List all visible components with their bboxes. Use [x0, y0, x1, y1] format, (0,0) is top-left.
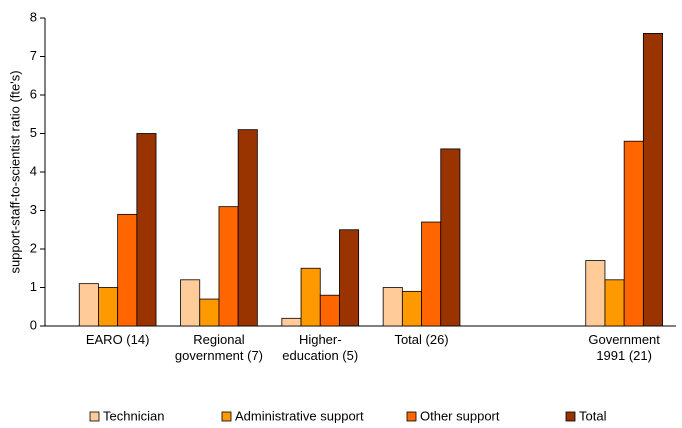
- x-tick-label-box: EARO (14): [85, 332, 150, 347]
- legend-swatch: [89, 411, 100, 422]
- x-tick-label: Total (26): [394, 332, 449, 347]
- y-tick-label: 2: [30, 240, 37, 255]
- y-tick-label: 7: [30, 48, 37, 63]
- bar: [319, 294, 340, 327]
- bar: [421, 221, 442, 327]
- x-tick-label: Higher-education (5): [282, 332, 359, 363]
- bar: [401, 290, 422, 327]
- bar: [237, 129, 258, 327]
- bar: [300, 267, 321, 327]
- y-tick-label: 6: [30, 86, 37, 101]
- bar: [604, 279, 625, 327]
- y-tick-label: 3: [30, 202, 37, 217]
- y-tick-label: 4: [30, 163, 37, 178]
- bar: [199, 298, 220, 327]
- y-tick-label: 0: [30, 317, 37, 332]
- legend-label: Administrative support: [235, 408, 364, 423]
- x-tick-label-box: Higher-education (5): [282, 332, 359, 363]
- bar: [98, 287, 119, 327]
- bar: [180, 279, 201, 327]
- x-tick-label-box: Regional government (7): [174, 332, 264, 363]
- bar: [78, 283, 99, 327]
- bar: [218, 206, 239, 327]
- bar: [642, 33, 663, 327]
- legend-label: Total: [579, 408, 607, 423]
- legend-label: Other support: [420, 408, 500, 423]
- y-tick-label: 5: [30, 125, 37, 140]
- y-tick-label: 1: [30, 279, 37, 294]
- bar: [117, 213, 138, 327]
- bar: [281, 317, 302, 327]
- bar: [585, 260, 606, 327]
- bar: [136, 133, 157, 327]
- y-axis-title: support-staff-to-scientist ratio (fte's): [7, 70, 22, 273]
- legend-label: Technician: [103, 408, 164, 423]
- x-tick-label-box: Government 1991 (21): [588, 332, 660, 363]
- y-tick-label: 8: [30, 9, 37, 24]
- x-tick-label: EARO (14): [85, 332, 150, 347]
- bar: [339, 229, 360, 327]
- x-tick-label: Government 1991 (21): [588, 332, 660, 363]
- legend-swatch: [406, 411, 417, 422]
- bar: [440, 148, 461, 327]
- x-tick-label-box: Total (26): [394, 332, 449, 347]
- legend-swatch: [565, 411, 576, 422]
- legend-swatch: [221, 411, 232, 422]
- bar: [382, 287, 403, 327]
- x-tick-label: Regional government (7): [174, 332, 264, 363]
- bar: [623, 140, 644, 327]
